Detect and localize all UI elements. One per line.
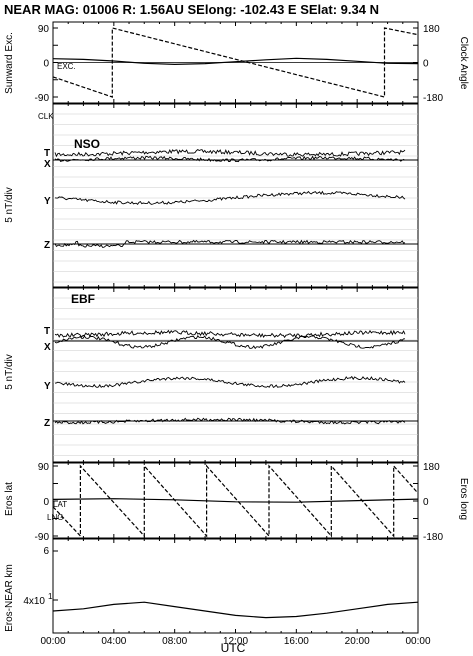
- figure-title: NEAR MAG: 01006 R: 1.56AU SElong: -102.4…: [4, 2, 379, 17]
- y-tick-label: 4x10: [23, 596, 45, 607]
- y-tick-label-right: -180: [423, 93, 443, 104]
- ebf-trace-t-label: T: [44, 326, 50, 337]
- ebf-trace-t: [54, 329, 406, 339]
- x-axis-ticks: 00:00 04:00 08:00 12:00 16:00 20:00 00:00: [40, 22, 431, 647]
- x-tick-label: 20:00: [345, 636, 370, 647]
- panel1-traces: [52, 27, 419, 98]
- ebf-grid: [53, 297, 418, 456]
- series-exc.-line: [52, 57, 419, 66]
- panel-frame-2: [52, 103, 419, 288]
- series-clk-line: [52, 27, 419, 98]
- y-tick-label-left: -90: [35, 93, 50, 104]
- x-tick-label: 00:00: [405, 636, 430, 647]
- sunward-exc-label: Sunward Exc.: [4, 32, 15, 94]
- y-tick-label-right: 0: [423, 59, 429, 70]
- nso-ylabel: 5 nT/div: [4, 187, 15, 223]
- nso-grid: [53, 113, 418, 283]
- ebf-traces: [53, 329, 418, 425]
- nso-trace-x: [54, 155, 406, 163]
- nso-trace-t-label: T: [44, 148, 50, 159]
- nso-panel-label: NSO: [74, 137, 100, 151]
- lng-series-label: LNG: [47, 513, 63, 522]
- y-tick-label-right: 180: [423, 24, 440, 35]
- eros-lat-label: Eros lat: [4, 482, 15, 516]
- x-tick-label: 04:00: [101, 636, 126, 647]
- y-tick-label-right: -180: [423, 532, 443, 543]
- ebf-ylabel: 5 nT/div: [4, 354, 15, 390]
- eros-near-km-label: Eros-NEAR km: [4, 564, 15, 632]
- clk-series-label: CLK: [38, 112, 54, 121]
- x-axis-label: UTC: [221, 641, 246, 655]
- ebf-trace-z: [54, 417, 406, 425]
- y-tick-label-left: 0: [43, 497, 49, 508]
- panel-frame-5: [52, 538, 419, 634]
- nso-trace-z-label: Z: [44, 240, 50, 251]
- y-tick-label-right: 180: [423, 462, 440, 473]
- panel4-traces: [52, 464, 419, 538]
- distance-line: [52, 601, 419, 619]
- nso-trace-y: [54, 190, 406, 205]
- x-tick-label: 00:00: [40, 636, 65, 647]
- ebf-trace-x: [54, 335, 405, 350]
- y-tick-label-left: 90: [38, 462, 50, 473]
- panel5-traces: [52, 601, 419, 619]
- y-tick-exponent: 1: [48, 592, 53, 601]
- y-tick-label-left: 0: [43, 59, 49, 70]
- panel4-ticks: 90 180 0 0 -90 -180: [35, 462, 444, 543]
- ebf-trace-y: [54, 375, 406, 389]
- nso-trace-y-label: Y: [44, 196, 51, 207]
- y-tick-label-left: 90: [38, 24, 50, 35]
- panel-frame-3: [52, 287, 419, 463]
- nso-trace-z: [54, 239, 406, 248]
- ebf-trace-x-label: X: [44, 342, 51, 353]
- nso-trace-t: [54, 148, 406, 158]
- series-lat-line: [52, 498, 419, 503]
- panel5-ticks: 6 4x10 1: [23, 546, 58, 607]
- lat-series-label: LAT: [53, 500, 67, 509]
- y-tick-label-left: -90: [35, 532, 50, 543]
- exc-series-label: EXC.: [57, 62, 76, 71]
- ebf-trace-z-label: Z: [44, 418, 50, 429]
- y-tick-label: 6: [43, 546, 49, 557]
- ebf-panel-label: EBF: [71, 292, 95, 306]
- x-tick-label: 12:00: [223, 636, 248, 647]
- panel1-ticks: 90 180 0 0 -90 -180: [35, 24, 444, 104]
- clock-angle-label: Clock Angle: [458, 37, 469, 90]
- ebf-trace-y-label: Y: [44, 381, 51, 392]
- x-tick-label: 16:00: [284, 636, 309, 647]
- series-lng-line: [52, 464, 419, 538]
- nso-traces: [53, 148, 418, 248]
- y-tick-label-right: 0: [423, 497, 429, 508]
- nso-trace-x-label: X: [44, 159, 51, 170]
- x-tick-label: 08:00: [162, 636, 187, 647]
- eros-long-label: Eros long: [458, 478, 469, 520]
